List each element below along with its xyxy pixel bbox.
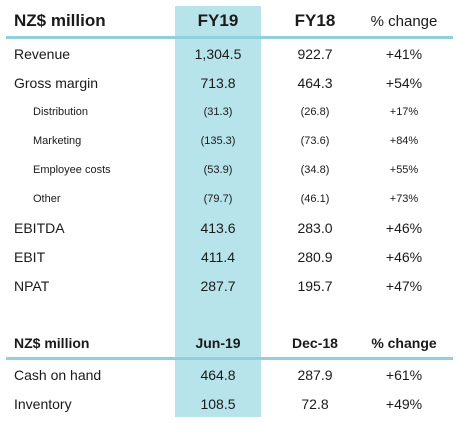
row-label: EBIT [14, 248, 46, 265]
row-value-b: 283.0 [297, 219, 333, 236]
table1-header-col-b: FY18 [294, 11, 336, 30]
row-label: EBITDA [14, 219, 65, 236]
row-label: NPAT [14, 277, 50, 294]
table-row: Cash on hand 464.8 287.9 +61% [0, 360, 456, 389]
table-row: Marketing (135.3) (73.6) +84% [0, 126, 456, 155]
row-value-c: +84% [389, 134, 419, 147]
table-row: Distribution (31.3) (26.8) +17% [0, 97, 456, 126]
row-value-a: 411.4 [201, 248, 235, 265]
row-label: Distribution [33, 105, 89, 118]
table2-header-col-c: % change [371, 335, 437, 351]
row-value-a: 287.7 [200, 277, 236, 294]
row-value-a: 413.6 [200, 219, 236, 236]
table1-header-label: NZ$ million [14, 11, 106, 30]
row-label: Revenue [14, 45, 71, 62]
row-value-a: (31.3) [203, 105, 233, 118]
row-value-c: +61% [385, 366, 423, 383]
table-row: EBITDA 413.6 283.0 +46% [0, 213, 456, 242]
highlight-column [175, 6, 261, 417]
row-value-b: 195.7 [297, 277, 333, 294]
row-value-c: +73% [389, 192, 419, 205]
row-value-b: (34.8) [300, 163, 330, 176]
table2-header-row: NZ$ million Jun-19 Dec-18 % change [0, 329, 456, 357]
row-value-b: (73.6) [300, 134, 330, 147]
table-row: Other (79.7) (46.1) +73% [0, 184, 456, 213]
table-row: Revenue 1,304.5 922.7 +41% [0, 39, 456, 68]
row-value-b: 280.9 [297, 248, 333, 265]
row-value-c: +49% [385, 395, 423, 412]
row-value-b: 72.8 [301, 395, 329, 412]
row-value-a: 108.5 [200, 395, 236, 412]
row-value-b: (46.1) [300, 192, 330, 205]
row-label: Other [33, 192, 61, 205]
table1-header-col-c: % change [370, 12, 438, 30]
row-value-c: +47% [385, 277, 423, 294]
table1-header-row: NZ$ million FY19 FY18 % change [0, 6, 456, 36]
row-value-a: 1,304.5 [194, 45, 242, 62]
row-value-c: +46% [385, 248, 423, 265]
table-row: Inventory 108.5 72.8 +49% [0, 389, 456, 418]
row-label: Marketing [33, 134, 82, 147]
table2-header-label: NZ$ million [14, 335, 90, 351]
table1-header-rule [6, 36, 453, 39]
row-value-a: (53.9) [203, 163, 233, 176]
row-value-c: +55% [389, 163, 419, 176]
row-label: Cash on hand [14, 366, 102, 383]
row-label: Inventory [14, 395, 72, 412]
row-value-c: +41% [385, 45, 423, 62]
row-value-c: +46% [385, 219, 423, 236]
table2-header-rule [6, 357, 453, 360]
table-row: Gross margin 713.8 464.3 +54% [0, 68, 456, 97]
table2-header-col-a: Jun-19 [195, 335, 241, 351]
row-value-a: 713.8 [200, 74, 236, 91]
row-value-b: 922.7 [297, 45, 333, 62]
row-value-b: (26.8) [300, 105, 330, 118]
row-value-a: (135.3) [200, 134, 236, 147]
row-value-a: (79.7) [203, 192, 233, 205]
row-value-c: +54% [385, 74, 423, 91]
table2-header-col-b: Dec-18 [292, 335, 338, 351]
row-value-b: 287.9 [297, 366, 333, 383]
row-label: Employee costs [33, 163, 111, 176]
row-label: Gross margin [14, 74, 99, 91]
table-row: NPAT 287.7 195.7 +47% [0, 271, 456, 300]
row-value-a: 464.8 [200, 366, 236, 383]
row-value-c: +17% [389, 105, 419, 118]
table1-header-col-a: FY19 [197, 11, 239, 30]
table-row: EBIT 411.4 280.9 +46% [0, 242, 456, 271]
table-row: Employee costs (53.9) (34.8) +55% [0, 155, 456, 184]
row-value-b: 464.3 [297, 74, 333, 91]
